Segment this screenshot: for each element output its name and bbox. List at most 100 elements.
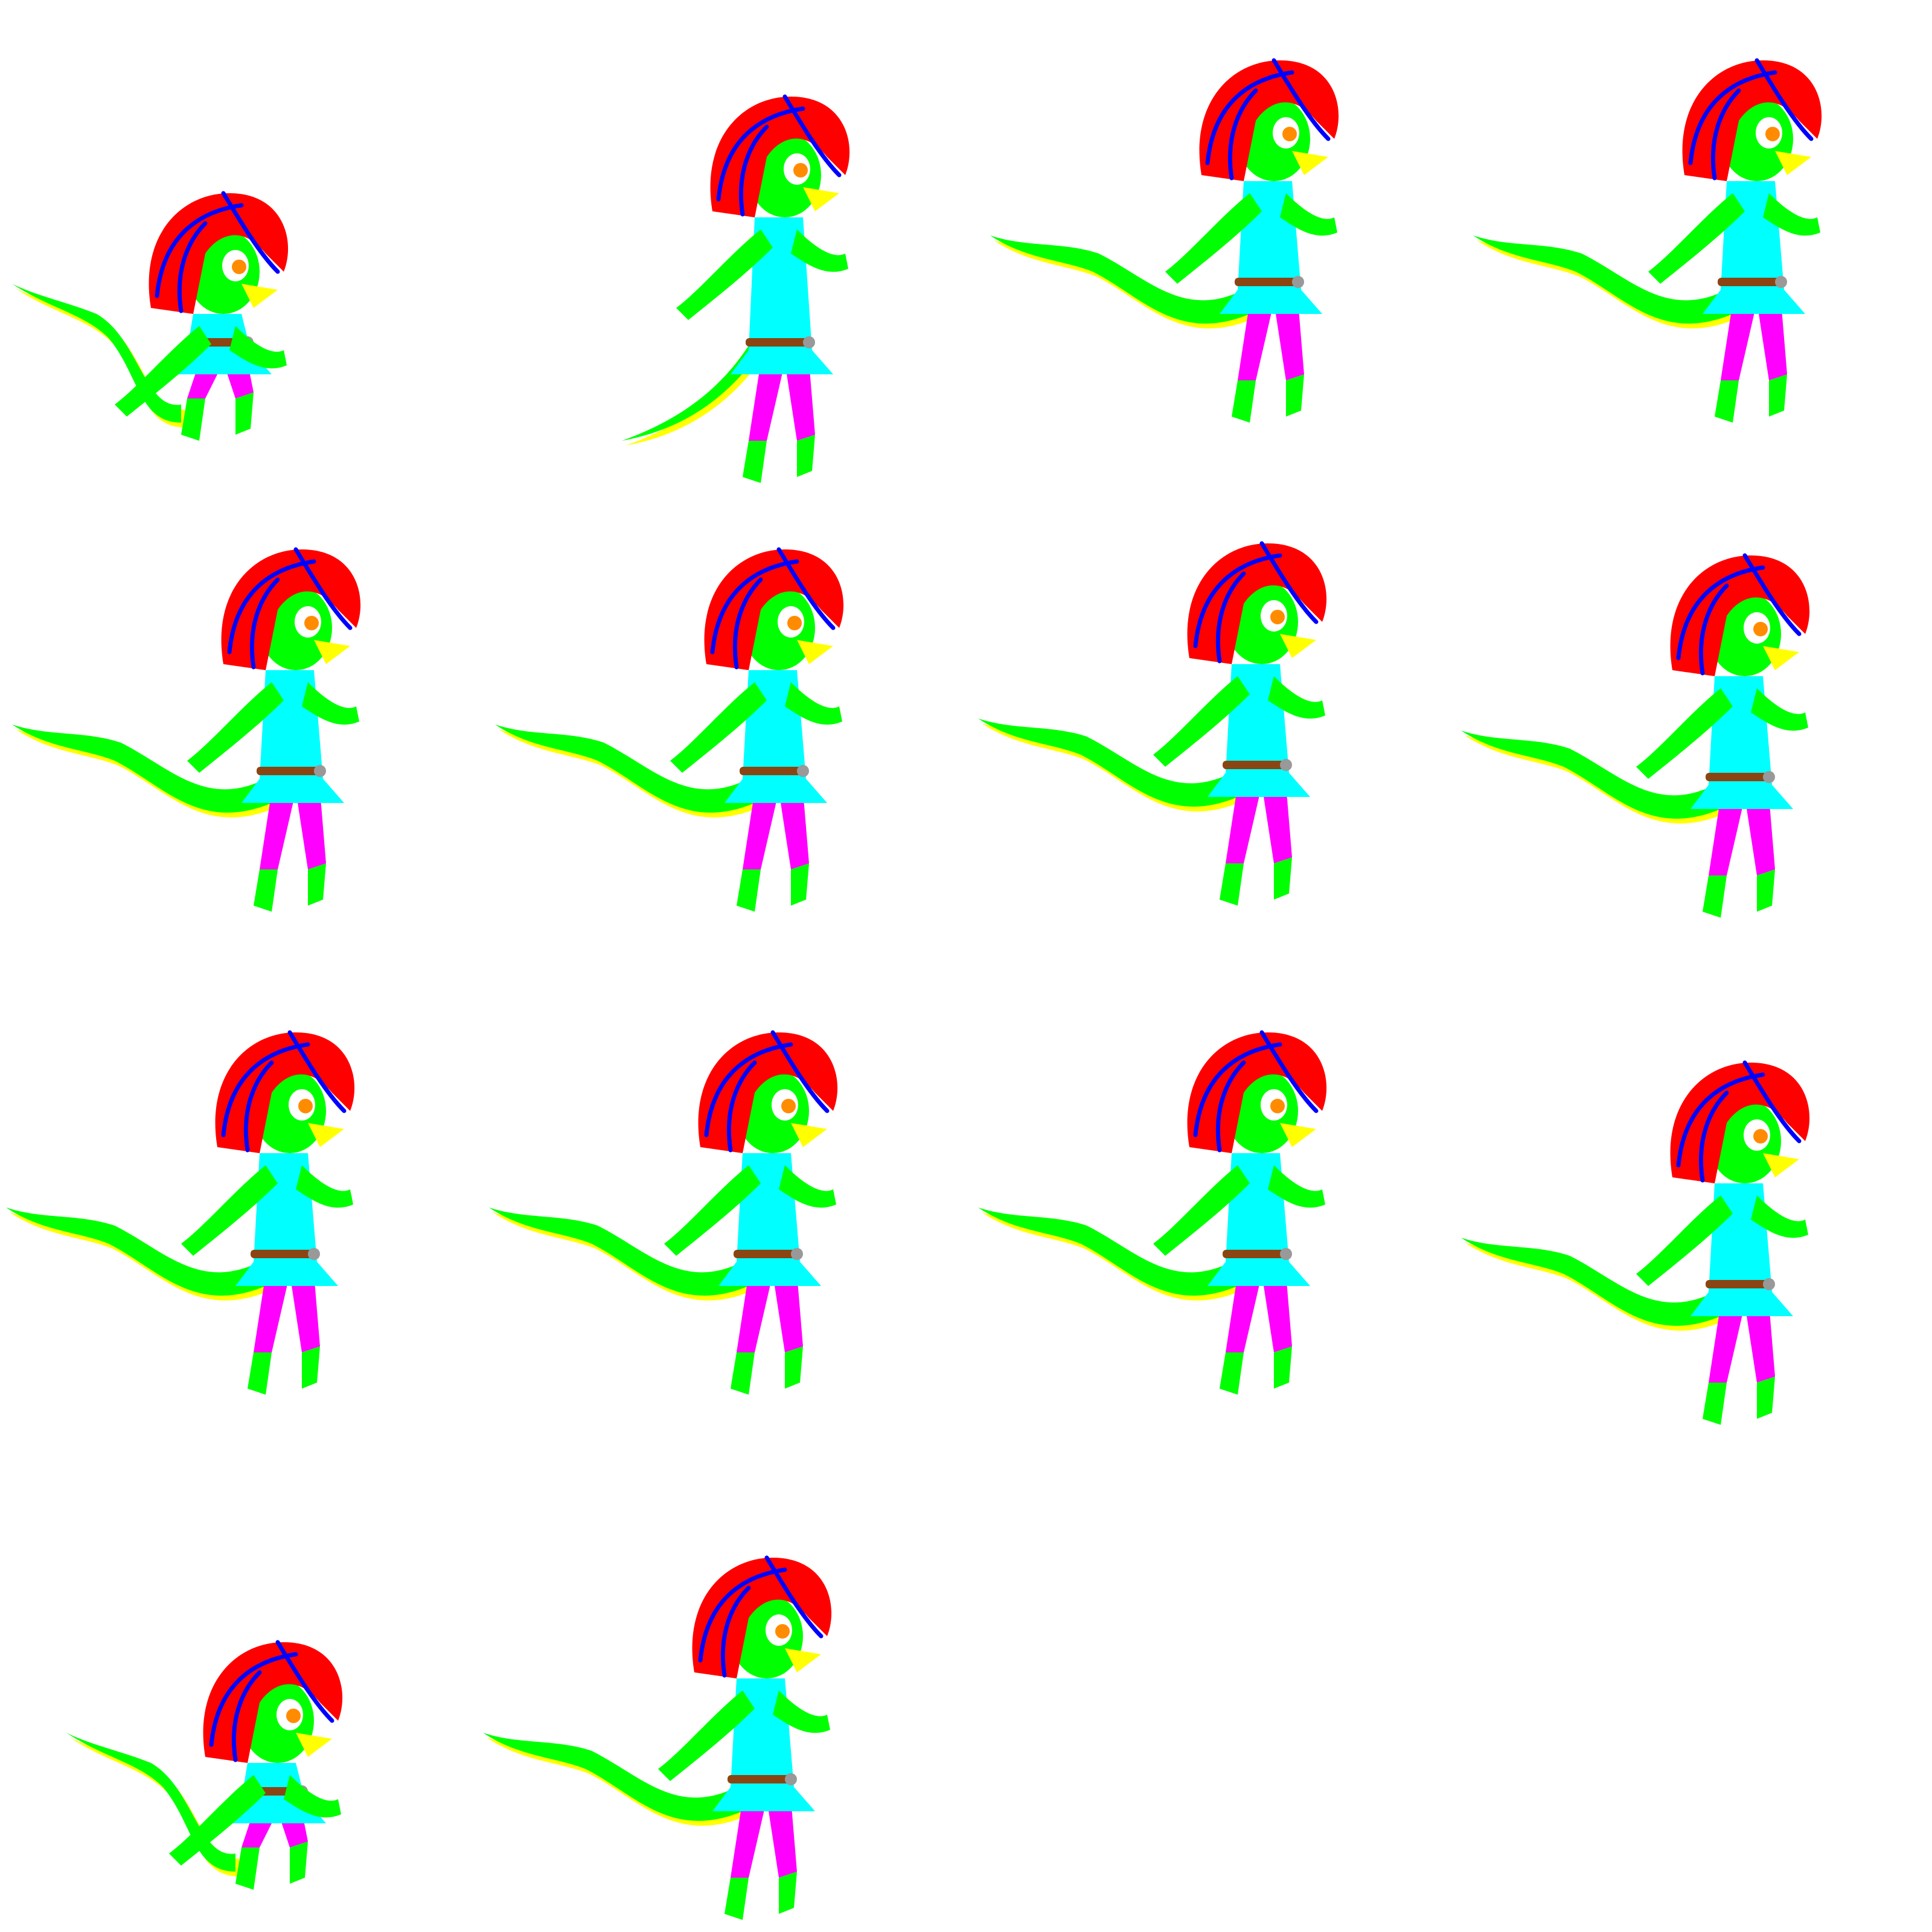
hair-line [1193,553,1282,648]
arm-front [773,1690,830,1733]
arm-front [791,229,848,272]
belt [251,1250,317,1258]
beak [1763,1153,1799,1177]
sprite-frame [12,547,361,912]
belt-buckle [791,1248,803,1260]
hair [1187,1032,1327,1153]
leg-back [254,1274,290,1352]
belt [1223,1250,1289,1258]
arm-front [302,682,359,725]
arm-front [1280,193,1337,236]
beak [1280,634,1316,658]
sprite-frame [66,1640,343,1890]
sprite-frame [622,94,850,483]
beak [797,640,833,664]
arm-front [779,1165,836,1208]
foot-front [779,1872,797,1914]
hair-line [221,1042,310,1137]
hair-line [726,1060,757,1153]
foot-back [1703,1383,1727,1425]
leg-front [779,791,809,869]
beak [314,640,350,664]
sprite-frame [1473,58,1822,423]
belt [257,767,323,775]
beak [785,1648,821,1672]
arm-back [664,1165,761,1256]
hair [704,549,844,670]
belt [746,338,812,347]
foot-front [797,435,815,477]
belt-buckle [1763,1278,1775,1290]
belt-buckle [785,1773,797,1785]
foot-front [1757,869,1775,912]
eye-iris [1270,610,1285,624]
beak [1763,646,1799,670]
leg-front [290,1274,320,1352]
sprite-frame [990,58,1339,423]
hair [1670,1063,1810,1183]
leg-front [1274,302,1304,380]
hair-line [1215,571,1246,664]
leg-back [260,791,296,869]
leg-back [1721,302,1757,380]
arm-back [187,682,284,773]
leg-front [1745,797,1775,875]
beak [1292,151,1328,175]
foot-front [1757,1377,1775,1419]
belt [740,767,806,775]
hair [1670,555,1810,676]
hair-line [177,221,208,313]
tail [990,235,1250,324]
eye-iris [1282,127,1297,141]
eye-iris [286,1709,301,1723]
tail [1461,1238,1721,1326]
foot-back [235,1847,260,1890]
hair-line [227,559,316,654]
hair-line [704,1042,793,1137]
foot-back [1703,875,1727,918]
belt-buckle [797,765,809,777]
tail [495,724,755,813]
arm-front [296,1165,353,1208]
leg-back [1238,302,1274,380]
hair-line [764,1555,824,1639]
belt [1223,761,1289,769]
belt-buckle [308,1248,320,1260]
arm-front [1763,193,1820,236]
arm-front [1751,688,1808,731]
arm-back [1153,676,1250,767]
belt-buckle [314,765,326,777]
hair [1187,543,1327,664]
hair-line [776,547,836,630]
arm-front [785,682,842,725]
arm-back [169,1775,266,1866]
leg-back [749,362,785,441]
hair-line [155,203,244,298]
hair-line [1205,70,1294,165]
foot-back [724,1878,749,1920]
arm-back [181,1165,278,1256]
arm-front [1268,1165,1325,1208]
belt [728,1775,794,1783]
foot-back [1220,1352,1244,1395]
foot-front [1769,374,1787,417]
eye-iris [787,616,802,630]
beak [1775,151,1811,175]
beak [242,284,278,308]
hair [203,1642,343,1763]
hair-line [275,1640,334,1723]
hair-line [1754,58,1814,141]
eye-iris [781,1099,796,1113]
foot-front [290,1841,308,1884]
belt-buckle [803,336,815,348]
foot-front [785,1346,803,1389]
hair-line [710,559,799,654]
foot-back [1220,863,1244,906]
tail [489,1208,749,1296]
eye-iris [304,616,319,630]
belt-buckle [1280,759,1292,771]
hair-line [1676,1072,1765,1168]
hair-line [249,577,280,670]
leg-back [731,1799,767,1878]
